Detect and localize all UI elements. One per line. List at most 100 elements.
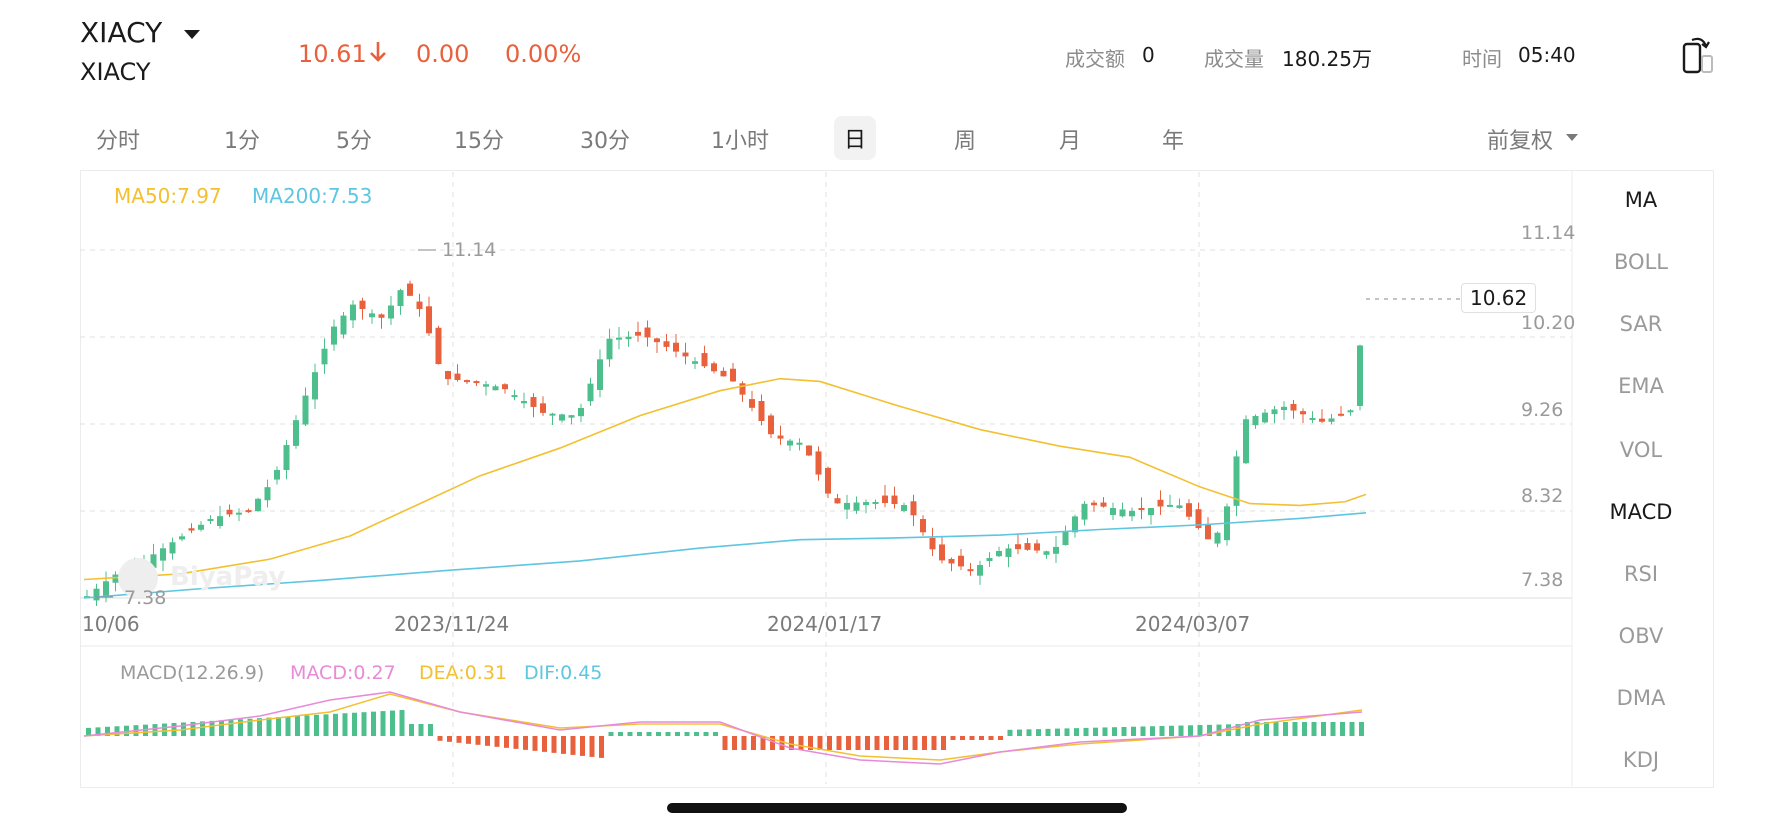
candle	[701, 353, 708, 367]
candle	[977, 565, 983, 576]
candle	[483, 384, 489, 387]
candle	[340, 315, 347, 335]
candle	[625, 336, 632, 340]
last-price-badge: 10.62	[1461, 283, 1537, 313]
tab-week[interactable]: 周	[954, 129, 977, 154]
macd-bar	[1254, 722, 1260, 736]
tab-5min[interactable]: 5分	[336, 129, 372, 154]
candle	[416, 301, 423, 310]
indicator-boll[interactable]: BOLL	[1614, 250, 1668, 274]
ma50-legend: MA50:7.97	[114, 184, 222, 208]
macd-bar	[808, 736, 813, 750]
macd-bar	[941, 736, 946, 750]
indicator-kdj[interactable]: KDJ	[1622, 748, 1660, 772]
candle	[853, 502, 860, 511]
macd-bar	[722, 736, 728, 750]
candle	[103, 581, 109, 596]
candle	[1129, 510, 1135, 517]
tab-day[interactable]: 日	[834, 116, 877, 160]
tab-1min[interactable]: 1分	[224, 129, 260, 154]
macd-bar	[656, 732, 661, 736]
tab-fenshi[interactable]: 分时	[96, 129, 141, 154]
macd-bar	[409, 724, 414, 736]
macd-bar	[257, 718, 262, 736]
adjust-dropdown[interactable]: 前复权	[1487, 129, 1554, 154]
turnover-label: 成交额	[1065, 47, 1125, 71]
tab-month[interactable]: 月	[1059, 129, 1082, 154]
indicator-dma[interactable]: DMA	[1616, 686, 1666, 710]
tab-year[interactable]: 年	[1162, 129, 1185, 154]
indicator-ma[interactable]: MA	[1624, 188, 1658, 212]
macd-bar	[1245, 722, 1250, 736]
grid	[80, 170, 1573, 786]
macd-bar	[238, 719, 243, 736]
candle	[578, 407, 584, 417]
macd-bar	[836, 736, 842, 750]
tab-15min[interactable]: 15分	[454, 129, 504, 154]
macd-bar	[703, 732, 709, 736]
candle	[1138, 508, 1145, 511]
candle	[587, 383, 594, 402]
candle	[673, 342, 679, 352]
macd-bar	[1359, 722, 1364, 736]
candle	[1357, 345, 1363, 406]
candle	[312, 372, 318, 400]
indicator-ema[interactable]: EMA	[1618, 374, 1664, 398]
indicator-rsi[interactable]: RSI	[1623, 562, 1659, 586]
candle	[1110, 508, 1116, 515]
macd-bar	[114, 726, 120, 736]
macd-bar	[1083, 727, 1089, 736]
indicator-sar[interactable]: SAR	[1619, 312, 1663, 336]
dea-value: DEA:0.31	[419, 662, 508, 684]
tab-1hour[interactable]: 1小时	[711, 129, 769, 154]
candle	[464, 380, 470, 383]
macd-bar	[589, 736, 595, 757]
y-tick-label: 10.20	[1521, 312, 1576, 334]
symbol-title[interactable]: XIACY	[80, 16, 163, 49]
candle	[350, 304, 356, 321]
macd-bar	[1026, 729, 1032, 736]
adjust-caret-icon[interactable]	[1566, 134, 1578, 141]
candle	[264, 487, 271, 501]
candle	[397, 290, 404, 307]
macd-bar	[988, 736, 994, 740]
macd-bar	[551, 736, 557, 753]
candle	[1186, 503, 1192, 517]
candle	[1034, 543, 1040, 551]
indicator-vol[interactable]: VOL	[1619, 438, 1663, 462]
macd-bar	[884, 736, 889, 750]
macd-bar	[1140, 726, 1146, 736]
candle	[1081, 503, 1088, 520]
ma200-legend: MA200:7.53	[252, 184, 373, 208]
candle	[929, 537, 936, 550]
macd-bar	[295, 715, 300, 736]
indicator-macd[interactable]: MACD	[1609, 500, 1673, 524]
candle	[1243, 419, 1249, 464]
macd-bar	[399, 710, 405, 736]
candle	[207, 518, 214, 521]
candle	[616, 337, 622, 340]
candle	[1309, 418, 1316, 421]
ma-lines	[83, 377, 1367, 599]
indicator-obv[interactable]: OBV	[1618, 624, 1664, 648]
rotate-screen-icon[interactable]	[1680, 34, 1716, 80]
macd-bar	[969, 736, 975, 740]
symbol-dropdown-icon[interactable]	[184, 30, 200, 39]
macd-bar	[266, 717, 272, 736]
candle	[758, 401, 765, 421]
macd-bar	[580, 736, 585, 756]
macd-bar	[865, 736, 870, 750]
candle	[939, 544, 945, 561]
tab-30min[interactable]: 30分	[580, 129, 630, 154]
macd-bar	[437, 736, 443, 741]
candle	[521, 401, 527, 404]
macd-bar	[827, 736, 832, 750]
candle	[863, 502, 869, 506]
candle	[663, 341, 670, 347]
candle	[739, 383, 746, 395]
macd-bar	[1340, 722, 1345, 736]
candle	[654, 338, 660, 343]
candle	[882, 495, 888, 504]
macd-bar	[770, 736, 775, 750]
